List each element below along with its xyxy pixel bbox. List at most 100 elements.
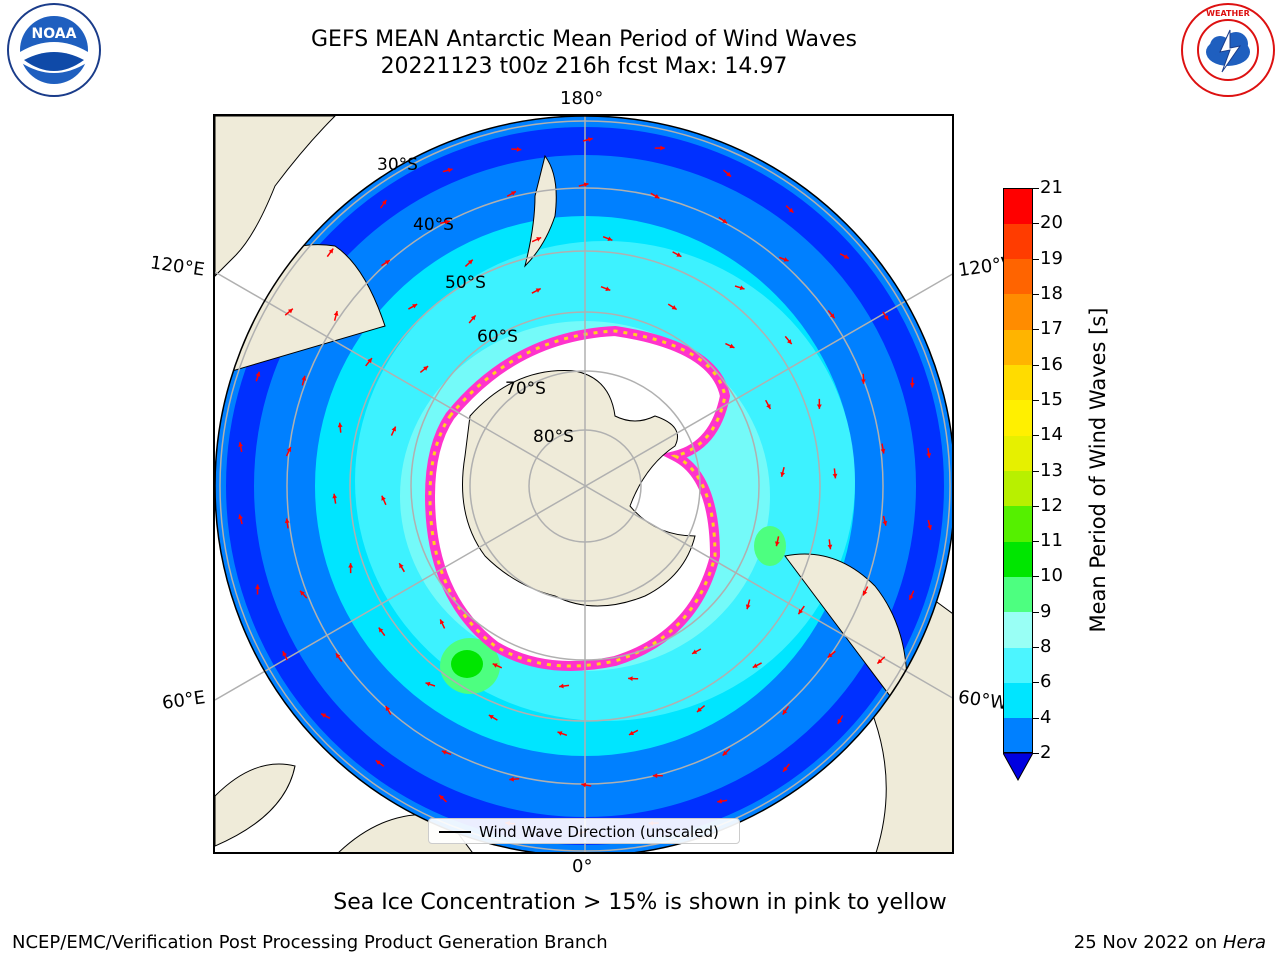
green-patch-core [451,650,483,678]
chart-title: GEFS MEAN Antarctic Mean Period of Wind … [311,27,857,52]
footer-date-text: 25 Nov 2022 on [1073,932,1223,953]
wind-wave-arrowhead [441,750,447,755]
wind-wave-arrowhead [722,750,728,756]
colorbar-segment [1003,505,1033,542]
green-patch [754,526,786,566]
colorbar [1003,188,1033,754]
wind-wave-arrowhead [583,182,589,188]
wind-wave-arrowhead [381,199,387,205]
wind-wave-arrowhead [423,366,429,371]
colorbar-tick-label: 4 [1040,706,1052,728]
wind-wave-arrowhead [843,254,849,259]
legend-label: Wind Wave Direction (unscaled) [479,823,719,841]
footer-branch: NCEP/EMC/Verification Post Processing Pr… [12,932,608,953]
colorbar-tick-mark [1033,329,1039,331]
wind-wave-arrowhead [628,730,634,736]
colorbar-tick-label: 6 [1040,671,1052,693]
colorbar-tick-label: 10 [1040,565,1063,587]
wind-wave-arrowhead [375,760,381,765]
svg-text:WEATHER: WEATHER [1206,9,1250,18]
colorbar-tick-label: 20 [1040,212,1063,234]
wind-wave-arrowhead [381,495,386,501]
wind-wave-arrowhead [335,653,341,659]
colorbar-segment [1003,611,1033,648]
wind-wave-arrowhead [439,795,445,800]
lat-label-50: 50°S [445,273,486,293]
colorbar-segment [1003,576,1033,613]
colorbar-tick-label: 13 [1040,459,1063,481]
footer-machine: Hera [1222,932,1266,953]
colorbar-tick-label: 2 [1040,742,1052,763]
colorbar-tick-label: 17 [1040,318,1063,340]
wind-wave-arrowhead [440,619,445,625]
lon-label-60w: 60°W [956,686,1009,715]
colorbar-segment [1003,470,1033,507]
wind-wave-arrowhead [696,707,702,713]
wind-wave-arrowhead [877,658,883,664]
wind-wave-arrowhead [909,383,915,388]
wind-wave-arrowhead [238,442,243,447]
colorbar-tick-mark [1033,399,1039,401]
colorbar-segment [1003,329,1033,366]
wind-wave-arrowhead [581,782,587,788]
meridian-60e-120w [215,273,952,701]
wind-wave-arrowhead [829,313,835,319]
noaa-logo: NOAA [7,3,101,97]
svg-text:NOAA: NOAA [32,26,77,42]
colorbar-segment [1003,682,1033,719]
latitude-labels: 30°S 40°S 50°S 60°S 70°S 80°S [377,155,574,447]
antarctic-map: 30°S 40°S 50°S 60°S 70°S 80°S [215,116,952,852]
colorbar-tick-mark [1033,576,1039,578]
colorbar-tick-label: 16 [1040,353,1063,375]
wind-wave-arrowhead [286,447,292,453]
sea-ice-edge [428,329,727,668]
wind-wave-arrowhead [717,798,722,804]
colorbar-segment [1003,647,1033,683]
colorbar-tick-mark [1033,258,1039,260]
wind-wave-arrowhead [739,285,745,290]
map-legend: Wind Wave Direction (unscaled) [428,818,740,844]
wind-wave-arrowhead [652,773,658,779]
wind-wave-arrowhead [883,315,889,321]
wind-wave-arrowhead [605,286,611,291]
colorbar-tick-mark [1033,435,1039,437]
colorbar-segment [1003,188,1033,224]
wind-wave-arrowhead [832,473,838,479]
colorbar-segment [1003,293,1033,330]
wind-wave-arrowhead [660,145,665,151]
wind-wave-arrowhead [492,663,498,668]
wind-wave-arrowhead [788,207,794,213]
colorbar-tick-mark [1033,364,1039,366]
lat-label-40: 40°S [413,215,454,235]
wind-wave-arrowhead [628,676,633,681]
footer-date: 25 Nov 2022 on Hera [1074,932,1266,953]
wind-wave-arrowhead [412,304,418,309]
colorbar-tick-label: 11 [1040,530,1063,552]
lat-label-80: 80°S [533,427,574,447]
lon-label-0: 0° [572,856,593,877]
wind-wave-arrowhead [722,218,728,224]
wind-wave-arrowhead [816,404,822,409]
colorbar-tick-mark [1033,682,1039,684]
wind-wave-arrowhead [752,663,758,668]
wind-wave-arrowhead [328,248,334,254]
wind-wave-arrowhead [378,627,384,633]
wind-wave-arrowhead [467,259,473,265]
nws-logo: WEATHER [1181,3,1275,97]
wind-wave-arrowhead [255,584,260,589]
wind-wave-arrowhead [300,590,305,596]
colorbar-tick-label: 15 [1040,388,1063,410]
colorbar-label: Mean Period of Wind Waves [s] [1086,307,1110,633]
wind-wave-arrowhead [535,288,541,293]
wind-wave-arrowhead [587,137,593,142]
wind-wave-arrowhead [301,375,307,381]
colorbar-tick-label: 14 [1040,424,1063,446]
colorbar-segment [1003,717,1033,754]
wind-wave-arrowhead [284,518,290,524]
wind-wave-arrowhead [559,683,564,689]
wind-wave-arrowhead [676,252,682,257]
wind-wave-arrowhead [861,379,866,384]
wind-wave-arrowhead [488,714,494,720]
wind-wave-arrowhead [536,237,542,242]
colorbar-segment [1003,258,1033,295]
